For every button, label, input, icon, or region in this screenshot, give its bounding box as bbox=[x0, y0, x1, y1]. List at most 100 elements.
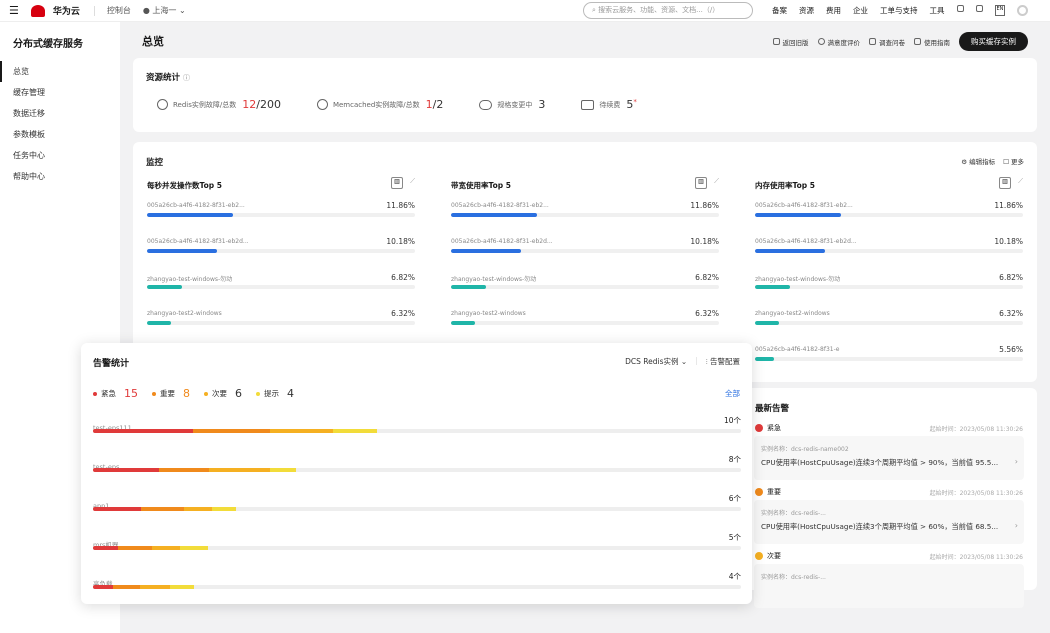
huawei-logo bbox=[30, 4, 45, 17]
monitor-item[interactable]: zhangyao-test2-windows 6.32% bbox=[147, 309, 415, 346]
level-filter[interactable]: 次要 6 bbox=[204, 387, 242, 400]
usage-bar-fill bbox=[451, 285, 486, 289]
severity-icon bbox=[755, 488, 763, 496]
severity-segment bbox=[269, 429, 333, 433]
cloud-upload-icon bbox=[479, 99, 493, 110]
resource-stats-card: 资源统计 ⓘ Redis实例故障/总数 12/200 Memcached实例故障… bbox=[133, 58, 1037, 132]
usage-bar bbox=[451, 321, 719, 325]
page-title: 总览 bbox=[142, 35, 164, 48]
sidebar: 分布式缓存服务 总览 缓存管理 数据迁移 参数模板 任务中心 帮助中心 bbox=[0, 22, 120, 633]
usage-bar-fill bbox=[755, 321, 780, 325]
sidebar-item-migration[interactable]: 数据迁移 bbox=[13, 109, 45, 118]
usage-value: 11.86% bbox=[690, 201, 719, 210]
nav-link[interactable]: 备案 bbox=[772, 6, 787, 15]
level-filter[interactable]: 提示 4 bbox=[256, 387, 294, 400]
alarm-row[interactable]: mrs机器 5个 bbox=[93, 532, 741, 551]
instance-name: zhangyao-test-windows-勿动 bbox=[147, 276, 233, 283]
monitor-item[interactable]: zhangyao-test2-windows 6.32% bbox=[451, 309, 719, 346]
alarm-count: 5个 bbox=[728, 533, 741, 542]
line-chart-toggle[interactable]: ⟋ bbox=[1018, 177, 1023, 185]
alarm-row[interactable]: app1 6个 bbox=[93, 493, 741, 512]
usage-bar bbox=[755, 249, 1023, 253]
level-filter[interactable]: 重要 8 bbox=[152, 387, 190, 400]
usage-bar-fill bbox=[755, 249, 825, 253]
usage-value: 6.82% bbox=[999, 273, 1023, 282]
monitor-item[interactable]: 005a26cb-a4f6-4182-8f31-eb2... 11.86% bbox=[451, 201, 719, 238]
level-count: 6 bbox=[235, 387, 242, 400]
line-chart-toggle[interactable]: ⟋ bbox=[714, 177, 719, 185]
bar-chart-toggle[interactable]: ▥ bbox=[391, 177, 403, 189]
line-chart-toggle[interactable]: ⟋ bbox=[410, 177, 415, 185]
view-all-link[interactable]: 全部 bbox=[725, 389, 740, 398]
region-select[interactable]: ● 上海一 ⌄ bbox=[142, 6, 186, 15]
monitor-item[interactable]: zhangyao-test-windows-勿动 6.82% bbox=[755, 273, 1023, 310]
console-link[interactable]: 控制台 bbox=[106, 6, 131, 15]
spec-change-count[interactable]: 3 bbox=[538, 98, 546, 111]
monitor-title: 监控 bbox=[146, 158, 164, 168]
alarm-detail[interactable]: 实例名称：dcs-redis-... CPU使用率(HostCpuUsage)连… bbox=[754, 500, 1024, 544]
sidebar-item-help[interactable]: 帮助中心 bbox=[13, 172, 45, 181]
monitor-item[interactable]: 005a26cb-a4f6-4182-8f31-eb2... 11.86% bbox=[147, 201, 415, 238]
monitor-item[interactable]: zhangyao-test-windows-勿动 6.82% bbox=[451, 273, 719, 310]
instance-name: app1 bbox=[93, 502, 110, 510]
instance-name: 高负载 bbox=[93, 580, 113, 588]
alarm-detail[interactable]: 实例名称：dcs-redis-name002 CPU使用率(HostCpuUsa… bbox=[754, 436, 1024, 480]
alarm-row[interactable]: test-eps111 10个 bbox=[93, 415, 741, 434]
nav-link[interactable]: 费用 bbox=[826, 6, 841, 15]
nav-link[interactable]: 工具 bbox=[929, 6, 945, 15]
brand: 华为云 bbox=[52, 7, 80, 17]
menu-icon[interactable]: ☰ bbox=[9, 4, 19, 17]
monitor-item[interactable]: zhangyao-test-windows-勿动 6.82% bbox=[147, 273, 415, 310]
bar-chart-toggle[interactable]: ▥ bbox=[695, 177, 707, 189]
sidebar-item-tasks[interactable]: 任务中心 bbox=[13, 151, 45, 160]
usage-value: 6.82% bbox=[391, 273, 415, 282]
redis-total: /200 bbox=[256, 98, 281, 111]
renewal-count[interactable]: 5 bbox=[626, 98, 634, 111]
monitor-item[interactable]: 005a26cb-a4f6-4182-8f31-eb2... 11.86% bbox=[755, 201, 1023, 238]
level-filter[interactable]: 紧急 15 bbox=[93, 387, 138, 400]
chevron-right-icon: › bbox=[1014, 521, 1018, 530]
monitor-item[interactable]: 005a26cb-a4f6-4182-8f31-eb2d... 10.18% bbox=[755, 237, 1023, 274]
level-count: 15 bbox=[124, 387, 138, 400]
redis-fault-count[interactable]: 12 bbox=[242, 98, 257, 111]
instance-name: mrs机器 bbox=[93, 541, 119, 549]
monitor-item[interactable]: zhangyao-test2-windows 6.32% bbox=[755, 309, 1023, 346]
nav-link[interactable]: 工单与支持 bbox=[880, 6, 918, 15]
alarm-row[interactable]: test-eps 8个 bbox=[93, 454, 741, 473]
sidebar-item-overview[interactable]: 总览 bbox=[0, 61, 120, 82]
monitor-item[interactable]: 005a26cb-a4f6-4182-8f31-eb2d... 10.18% bbox=[147, 237, 415, 274]
more-button[interactable]: ☐ 更多 bbox=[1003, 158, 1024, 166]
sidebar-item-params[interactable]: 参数模板 bbox=[13, 130, 45, 139]
memcached-fault-count[interactable]: 1 bbox=[425, 98, 433, 111]
monitor-item[interactable]: 005a26cb-a4f6-4182-8f31-e 5.56% bbox=[755, 345, 1023, 382]
terminal-icon[interactable] bbox=[956, 5, 964, 12]
alarm-detail[interactable]: 实例名称：dcs-redis-... bbox=[754, 564, 1024, 608]
instance-type-select[interactable]: DCS Redis实例 ⌄ bbox=[625, 357, 688, 366]
survey-link[interactable]: 调查问卷 bbox=[869, 37, 905, 47]
monitor-item[interactable]: 005a26cb-a4f6-4182-8f31-eb2d... 10.18% bbox=[451, 237, 719, 274]
guide-link[interactable]: 使用指南 bbox=[914, 37, 950, 47]
sidebar-item-cache[interactable]: 缓存管理 bbox=[13, 88, 45, 97]
severity-segment bbox=[183, 507, 212, 511]
mail-icon[interactable] bbox=[975, 5, 983, 12]
instance-name: test-eps111 bbox=[93, 424, 132, 432]
search-input[interactable]: ⌕ 搜索云服务、功能、资源、文档...（/） bbox=[583, 2, 753, 19]
severity-segment bbox=[151, 546, 180, 550]
language-switch[interactable]: EN bbox=[994, 5, 1006, 16]
help-icon[interactable]: ⓘ bbox=[182, 74, 190, 82]
redis-icon bbox=[157, 99, 168, 110]
nav-link[interactable]: 资源 bbox=[799, 6, 814, 15]
bar-chart-toggle[interactable]: ▥ bbox=[999, 177, 1011, 189]
usage-bar-fill bbox=[147, 321, 172, 325]
back-old-version-link[interactable]: 返回旧版 bbox=[772, 37, 809, 47]
instance-name: 005a26cb-a4f6-4182-8f31-eb2d... bbox=[147, 238, 249, 245]
satisfaction-link[interactable]: 满意度评价 bbox=[817, 37, 860, 47]
nav-link[interactable]: 企业 bbox=[853, 6, 868, 15]
usage-bar bbox=[147, 321, 415, 325]
edit-metrics-button[interactable]: ⚙ 编辑指标 bbox=[961, 158, 996, 166]
alarm-config-button[interactable]: ⫶ 告警配置 bbox=[705, 357, 740, 366]
alarm-count: 8个 bbox=[728, 455, 741, 464]
avatar[interactable] bbox=[1017, 5, 1029, 16]
buy-instance-button[interactable]: 购买缓存实例 bbox=[959, 32, 1028, 51]
alarm-row[interactable]: 高负载 4个 bbox=[93, 571, 741, 590]
